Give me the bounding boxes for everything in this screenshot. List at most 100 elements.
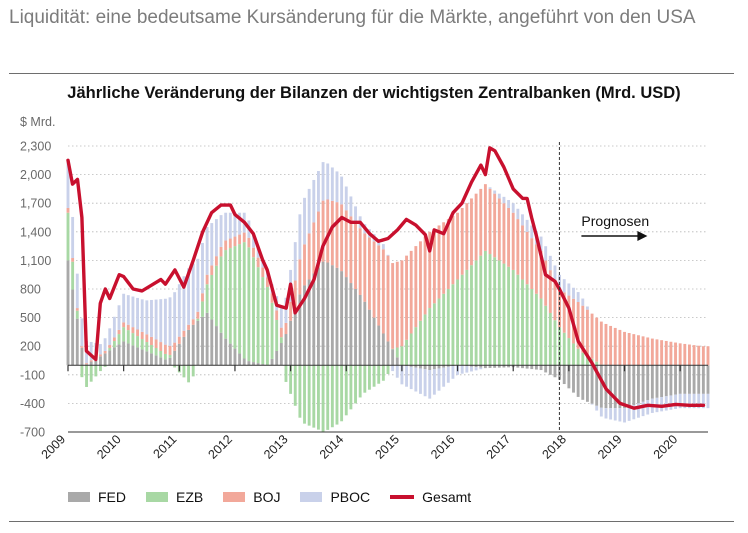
bar-fed: [335, 267, 339, 366]
bar-pboc: [177, 284, 181, 337]
bar-boj: [414, 246, 418, 328]
bar-boj: [488, 188, 492, 255]
bar-fed: [497, 365, 501, 368]
bar-fed: [284, 334, 288, 366]
forecast-label: Prognosen: [581, 213, 649, 229]
bar-boj: [706, 346, 710, 366]
bar-fed: [678, 365, 682, 394]
bar-fed: [502, 365, 506, 368]
bar-pboc: [465, 366, 469, 373]
bar-pboc: [224, 212, 228, 241]
bar-ezb: [507, 266, 511, 366]
x-tick-label: 2015: [372, 432, 402, 462]
bar-pboc: [140, 299, 144, 332]
bar-fed: [326, 262, 330, 366]
bar-pboc: [163, 298, 167, 345]
bar-ezb: [154, 347, 158, 356]
bar-boj: [228, 238, 232, 249]
bar-pboc: [688, 393, 691, 409]
bar-pboc: [618, 408, 622, 422]
bar-boj: [117, 329, 121, 335]
bar-fed: [210, 319, 214, 366]
bar-boj: [585, 309, 589, 356]
x-tick-label: 2010: [94, 432, 124, 462]
bar-fed: [108, 350, 112, 366]
bar-boj: [627, 333, 631, 366]
bar-boj: [493, 193, 497, 258]
bar-ezb: [173, 365, 177, 368]
bars: [66, 160, 710, 432]
bar-fed: [122, 341, 126, 366]
bar-fed: [530, 365, 534, 370]
bar-ezb: [442, 293, 446, 366]
bar-ezb: [534, 293, 538, 366]
y-tick-label: -400: [20, 397, 45, 411]
bar-fed: [173, 350, 177, 366]
legend-label-boj: BOJ: [253, 489, 281, 505]
bar-fed: [521, 365, 524, 369]
bar-ezb: [233, 246, 237, 349]
bar-pboc: [613, 408, 617, 421]
bar-pboc: [228, 212, 232, 239]
bar-fed: [618, 365, 622, 409]
bar-fed: [177, 343, 181, 366]
legend-swatch-pboc: [300, 492, 323, 502]
bar-pboc: [521, 214, 524, 226]
bar-boj: [530, 238, 534, 289]
bar-pboc: [706, 393, 710, 409]
bar-pboc: [293, 242, 297, 281]
bar-pboc: [664, 396, 668, 411]
bar-boj: [516, 219, 520, 275]
bar-fed: [534, 365, 538, 370]
bar-fed: [664, 365, 668, 397]
bar-fed: [553, 365, 557, 378]
bar-ezb: [182, 365, 186, 378]
bar-ezb: [75, 310, 79, 319]
bar-fed: [71, 289, 75, 366]
x-tick-label: 2020: [651, 432, 681, 462]
bar-pboc: [595, 405, 599, 411]
bar-fed: [103, 353, 107, 366]
bar-fed: [701, 365, 705, 394]
chart-title: Jährliche Veränderung der Bilanzen der w…: [67, 84, 681, 102]
bar-boj: [618, 329, 622, 366]
bar-pboc: [419, 368, 422, 394]
bar-ezb: [428, 308, 432, 366]
bar-ezb: [354, 365, 357, 404]
bar-boj: [75, 308, 79, 311]
bar-boj: [595, 317, 599, 362]
bar-ezb: [117, 334, 121, 345]
legend-swatch-ezb: [146, 492, 168, 502]
bar-boj: [261, 267, 265, 278]
bar-boj: [312, 222, 316, 274]
bar-ezb: [409, 333, 413, 366]
bar-ezb: [312, 365, 316, 428]
bar-pboc: [75, 273, 79, 309]
bar-boj: [363, 233, 367, 302]
bar-boj: [400, 260, 404, 347]
bar-boj: [154, 339, 158, 348]
bar-pboc: [210, 223, 214, 266]
bar-pboc: [298, 214, 302, 260]
bar-fed: [117, 344, 121, 366]
bar-ezb: [456, 279, 460, 366]
bar-fed: [507, 365, 511, 368]
bar-pboc: [344, 186, 348, 211]
bar-fed: [562, 365, 566, 385]
bar-fed: [683, 365, 687, 394]
bar-boj: [201, 293, 204, 302]
bar-pboc: [238, 212, 242, 235]
bar-boj: [224, 240, 228, 251]
bar-ezb: [66, 212, 70, 261]
bar-ezb: [131, 333, 135, 346]
bar-ezb: [423, 314, 427, 366]
bar-pboc: [386, 254, 390, 256]
bar-fed: [150, 353, 153, 366]
bar-fed: [112, 347, 116, 366]
bar-ezb: [530, 289, 534, 366]
bar-ezb: [465, 269, 469, 366]
bar-fed: [674, 365, 677, 395]
bar-pboc: [674, 394, 677, 409]
bar-pboc: [117, 305, 121, 330]
